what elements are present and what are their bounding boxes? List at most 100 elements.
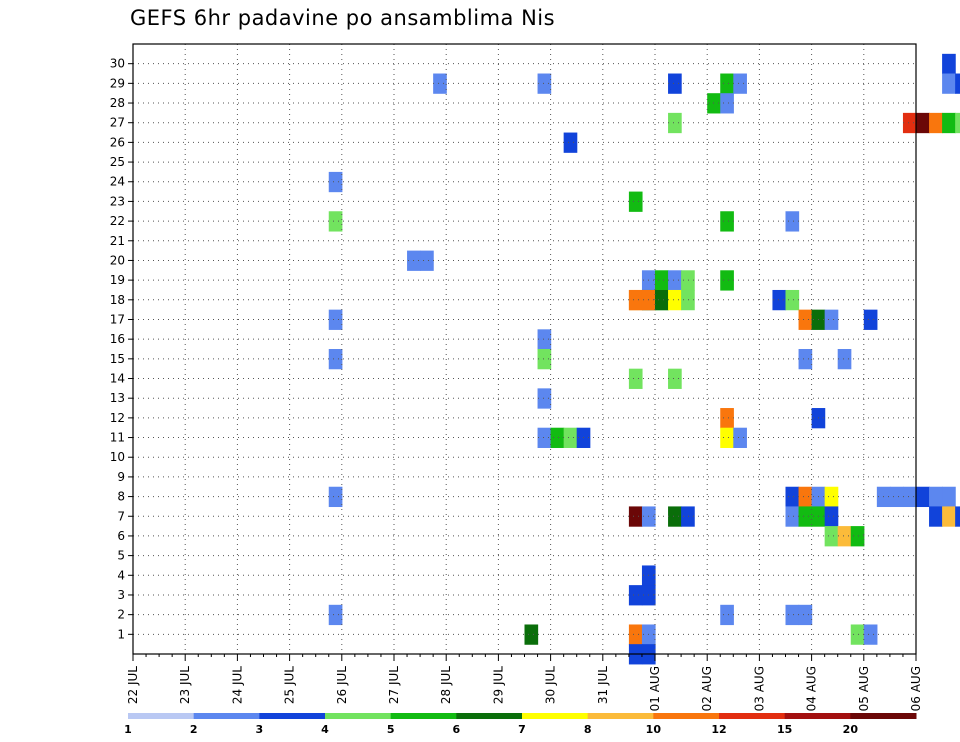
y-tick-label: 6	[117, 529, 125, 543]
colorbar-segment	[325, 713, 392, 719]
colorbar-tick-label: 15	[777, 723, 792, 736]
y-tick-label: 11	[110, 431, 125, 445]
heatmap-cell	[537, 427, 552, 448]
y-tick-label: 16	[110, 332, 125, 346]
x-tick-label: 04 AUG	[805, 666, 819, 711]
heatmap-cell	[850, 624, 865, 645]
heatmap-cell	[328, 309, 343, 330]
y-tick-label: 3	[117, 588, 125, 602]
heatmap-cell	[681, 289, 695, 311]
heatmap-cell	[668, 112, 682, 134]
heatmap-cell	[420, 250, 434, 271]
x-tick-label: 25 JUL	[283, 666, 297, 704]
heatmap-cell	[628, 506, 643, 527]
heatmap-cell	[929, 486, 943, 508]
x-tick-label: 29 JUL	[491, 666, 505, 704]
colorbar-tick-label: 8	[584, 723, 592, 736]
heatmap-cell	[942, 53, 956, 75]
y-tick-label: 10	[110, 450, 125, 464]
heatmap-cell	[328, 171, 343, 193]
heatmap-cell	[563, 427, 578, 448]
heatmap-cell	[628, 368, 643, 389]
y-tick-label: 1	[117, 627, 125, 641]
heatmap-cell	[942, 506, 956, 527]
y-tick-label: 28	[110, 96, 125, 110]
y-tick-label: 26	[110, 135, 125, 149]
heatmap-cell	[798, 506, 813, 527]
heatmap-cell	[628, 289, 643, 311]
heatmap-cell	[916, 486, 930, 508]
heatmap-cell	[942, 486, 956, 508]
x-tick-label: 03 AUG	[752, 666, 766, 711]
colorbar-tick-label: 6	[453, 723, 461, 736]
y-tick-label: 30	[110, 57, 125, 71]
heatmap-cell	[524, 624, 539, 645]
x-tick-label: 28 JUL	[439, 666, 453, 704]
y-tick-label: 2	[117, 608, 125, 622]
heatmap-cell	[681, 270, 695, 291]
colorbar-segment	[390, 713, 457, 719]
y-tick-label: 15	[110, 352, 125, 366]
y-tick-label: 13	[110, 391, 125, 405]
heatmap-cell	[955, 506, 960, 527]
heatmap-cell	[785, 604, 800, 626]
heatmap-cell	[655, 270, 669, 291]
x-tick-label: 23 JUL	[178, 666, 192, 704]
heatmap-cell	[668, 506, 682, 527]
heatmap-cell	[929, 506, 943, 527]
heatmap-cell	[837, 526, 852, 547]
colorbar-tick-label: 12	[711, 723, 726, 736]
heatmap-cell	[681, 506, 695, 527]
x-tick-label: 30 JUL	[544, 666, 558, 704]
y-tick-label: 8	[117, 490, 125, 504]
heatmap-cell	[785, 486, 800, 508]
heatmap-cell	[955, 73, 960, 94]
heatmap-cell	[863, 624, 878, 645]
x-tick-label: 06 AUG	[909, 666, 923, 711]
colorbar-tick-label: 10	[646, 723, 662, 736]
heatmap-cell	[824, 486, 839, 508]
heatmap-cell	[863, 309, 878, 330]
x-tick-label: 05 AUG	[857, 666, 871, 711]
heatmap-cell	[785, 506, 800, 527]
gridlines	[133, 44, 916, 654]
y-axis-ticks: 1234567891011121314151617181920212223242…	[110, 57, 133, 641]
colorbar-tick-label: 2	[190, 723, 198, 736]
heatmap-cell	[328, 486, 343, 508]
y-tick-label: 21	[110, 234, 125, 248]
heatmap-cell	[850, 526, 865, 547]
y-tick-label: 5	[117, 549, 125, 563]
y-tick-label: 7	[117, 509, 125, 523]
y-tick-label: 27	[110, 116, 125, 130]
x-tick-label: 22 JUL	[126, 666, 140, 704]
colorbar-segment	[128, 713, 195, 719]
heatmap-cell	[707, 93, 721, 114]
heatmap-cell	[798, 349, 813, 370]
y-tick-label: 4	[117, 568, 125, 582]
heatmap-cell	[655, 289, 669, 311]
colorbar-segment	[784, 713, 851, 719]
colorbar-tick-label: 3	[256, 723, 264, 736]
colorbar-segment	[653, 713, 720, 719]
y-tick-label: 14	[110, 372, 125, 386]
y-tick-label: 23	[110, 194, 125, 208]
colorbar-segment	[193, 713, 260, 719]
heatmap-cell	[824, 526, 839, 547]
x-tick-label: 01 AUG	[648, 666, 662, 711]
heatmap-cell	[668, 289, 682, 311]
colorbar-tick-label: 20	[843, 723, 859, 736]
y-tick-label: 20	[110, 253, 125, 267]
y-tick-label: 29	[110, 76, 125, 90]
heatmap-cell	[720, 408, 734, 429]
heatmap-cell	[733, 427, 747, 448]
colorbar-tick-label: 5	[387, 723, 395, 736]
colorbar-tick-label: 7	[518, 723, 526, 736]
colorbar-segment	[587, 713, 654, 719]
heatmap-cell	[628, 585, 643, 606]
heatmap-cell	[824, 309, 839, 330]
heatmap-cell	[902, 112, 917, 134]
heatmap-cell	[824, 506, 839, 527]
colorbar-segment	[456, 713, 523, 719]
x-tick-label: 02 AUG	[700, 666, 714, 711]
